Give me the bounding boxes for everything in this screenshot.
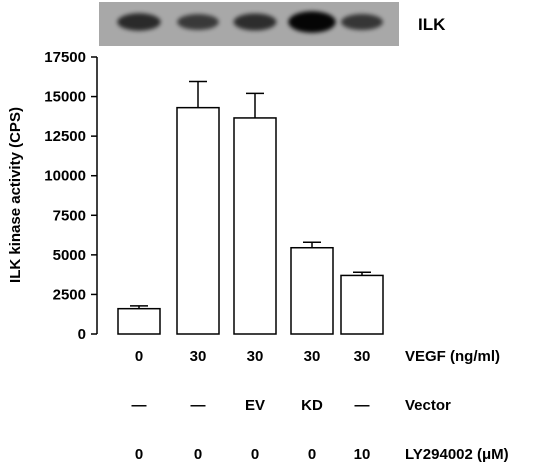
row-label-ly294002: LY294002 (μM) bbox=[405, 446, 509, 463]
condition-ly-value: 10 bbox=[354, 446, 371, 463]
western-blot-panel: ILK bbox=[99, 2, 446, 46]
error-bar bbox=[189, 80, 207, 108]
bar bbox=[233, 117, 277, 335]
treatment-table: VEGF (ng/ml) Vector LY294002 (μM) 0 — 0 30 —… bbox=[132, 348, 509, 463]
error-bar bbox=[246, 92, 264, 118]
blot-band bbox=[288, 11, 336, 33]
blot-bands bbox=[117, 11, 383, 33]
condition-vector-value: — bbox=[191, 397, 206, 414]
bars bbox=[117, 106, 384, 335]
blot-band bbox=[341, 14, 383, 30]
y-axis-label: ILK kinase activity (CPS) bbox=[7, 107, 24, 283]
condition-vector-value: — bbox=[355, 397, 370, 414]
condition-ly-value: 0 bbox=[308, 446, 316, 463]
condition-vector-value: KD bbox=[301, 397, 323, 414]
blot-band bbox=[233, 13, 277, 31]
bar bbox=[290, 246, 334, 335]
y-tick-label: 17500 bbox=[44, 49, 86, 66]
y-axis-ticks: 0 2500 5000 7500 10000 12500 15000 17500 bbox=[44, 49, 97, 343]
condition-vegf-value: 30 bbox=[247, 348, 264, 365]
blot-band bbox=[177, 14, 219, 30]
y-tick-label: 0 bbox=[78, 326, 86, 343]
condition-ly-value: 0 bbox=[251, 446, 259, 463]
y-tick-label: 2500 bbox=[53, 286, 86, 303]
bar bbox=[340, 274, 384, 335]
row-label-vegf: VEGF (ng/ml) bbox=[405, 348, 500, 365]
y-tick-label: 10000 bbox=[44, 168, 86, 185]
condition-vegf-value: 30 bbox=[304, 348, 321, 365]
bar bbox=[117, 307, 161, 335]
condition-ly-value: 0 bbox=[135, 446, 143, 463]
blot-label: ILK bbox=[418, 15, 446, 34]
y-tick-label: 15000 bbox=[44, 89, 86, 106]
bar bbox=[176, 106, 220, 335]
condition-ly-value: 0 bbox=[194, 446, 202, 463]
condition-vegf-value: 30 bbox=[190, 348, 207, 365]
condition-vegf-value: 30 bbox=[354, 348, 371, 365]
error-bar bbox=[130, 305, 148, 309]
y-tick-label: 5000 bbox=[53, 247, 86, 264]
condition-vector-value: EV bbox=[245, 397, 265, 414]
condition-vector-value: — bbox=[132, 397, 147, 414]
bar-chart: 0 2500 5000 7500 10000 12500 15000 17500 ILK ki… bbox=[7, 49, 384, 343]
error-bars bbox=[130, 80, 371, 309]
y-tick-label: 7500 bbox=[53, 207, 86, 224]
blot-band bbox=[117, 13, 161, 31]
condition-vegf-value: 0 bbox=[135, 348, 143, 365]
row-label-vector: Vector bbox=[405, 397, 451, 414]
y-tick-label: 12500 bbox=[44, 128, 86, 145]
error-bar bbox=[353, 271, 371, 276]
error-bar bbox=[303, 241, 321, 248]
